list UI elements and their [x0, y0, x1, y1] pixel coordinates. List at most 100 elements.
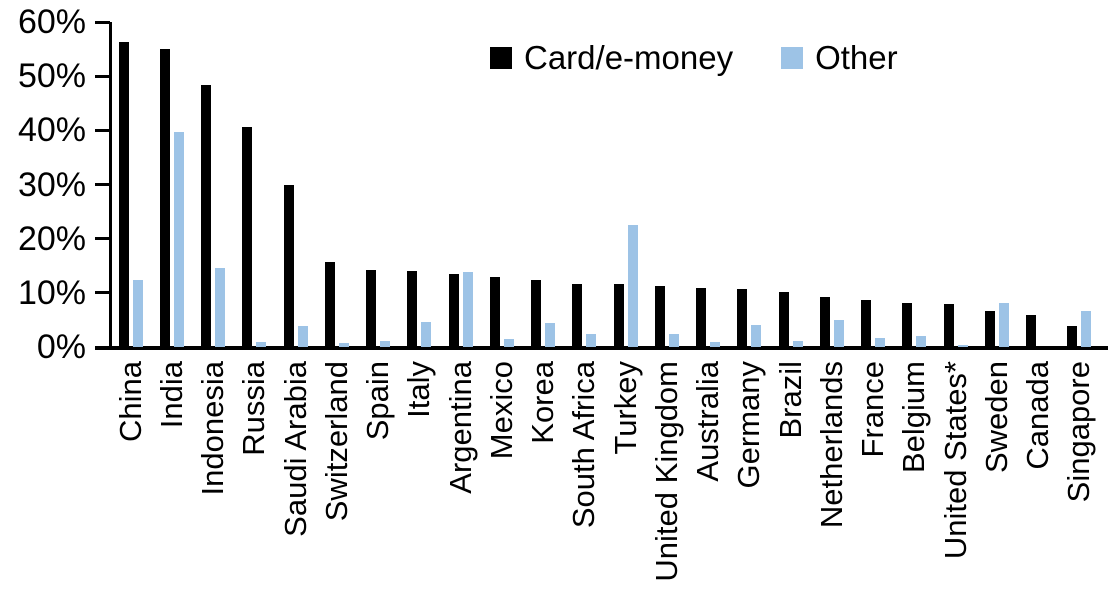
bar-other-mexico [503, 339, 514, 347]
x-cell-spain: Spain [358, 361, 399, 593]
x-cell-united-kingdom: United Kingdom [646, 361, 687, 593]
x-axis-label-spain: Spain [360, 361, 396, 441]
y-tick-50 [95, 74, 110, 78]
bar-other-switzerland [338, 342, 349, 347]
bar-group-korea [523, 22, 564, 347]
bar-card-e-money-united-kingdom [654, 286, 665, 347]
bar-group-brazil [770, 22, 811, 347]
x-axis-label-united-states: United States* [937, 361, 973, 560]
x-axis-label-switzerland: Switzerland [318, 361, 354, 522]
y-tick-40 [95, 128, 110, 132]
x-axis-label-saudi-arabia: Saudi Arabia [277, 361, 313, 537]
x-axis-label-singapore: Singapore [1061, 361, 1097, 503]
x-cell-netherlands: Netherlands [811, 361, 852, 593]
bar-card-e-money-india [159, 49, 170, 347]
bar-other-united-kingdom [668, 334, 679, 347]
bar-group-indonesia [193, 22, 234, 347]
legend-label-other: Other [815, 39, 898, 76]
x-axis-label-korea: Korea [525, 361, 561, 444]
bar-card-e-money-mexico [489, 276, 500, 347]
x-cell-indonesia: Indonesia [193, 361, 234, 593]
bar-group-germany [729, 22, 770, 347]
bar-group-canada [1018, 22, 1059, 347]
bar-other-italy [421, 322, 432, 347]
x-axis-label-united-kingdom: United Kingdom [648, 361, 684, 582]
y-axis-label-20: 20% [17, 219, 86, 258]
bar-card-e-money-netherlands [819, 297, 830, 347]
bar-group-turkey [605, 22, 646, 347]
legend-swatch-card-e-money [490, 47, 512, 69]
bar-card-e-money-turkey [613, 284, 624, 347]
bar-card-e-money-russia [242, 127, 253, 347]
y-axis-label-60: 60% [17, 3, 86, 41]
bar-other-india [173, 131, 184, 347]
x-axis-label-argentina: Argentina [442, 361, 478, 494]
bar-card-e-money-belgium [902, 302, 913, 347]
bar-group-saudi-arabia [275, 22, 316, 347]
y-axis-label-50: 50% [17, 57, 86, 96]
bar-other-saudi-arabia [297, 325, 308, 347]
x-cell-italy: Italy [399, 361, 440, 593]
y-axis-label-0: 0% [36, 328, 86, 366]
bar-other-netherlands [833, 320, 844, 347]
x-cell-australia: Australia [688, 361, 729, 593]
bar-other-turkey [627, 224, 638, 347]
bar-card-e-money-south-africa [572, 283, 583, 347]
x-axis-line [95, 346, 1108, 350]
bar-group-united-kingdom [646, 22, 687, 347]
bar-card-e-money-brazil [778, 292, 789, 347]
bar-other-south-africa [586, 334, 597, 347]
bar-group-china [110, 22, 151, 347]
bar-card-e-money-korea [531, 280, 542, 347]
bar-group-mexico [481, 22, 522, 347]
bar-group-united-states [935, 22, 976, 347]
legend-item-card-e-money: Card/e-money [490, 40, 733, 76]
x-cell-france: France [853, 361, 894, 593]
bar-card-e-money-australia [696, 287, 707, 347]
legend-label-card-e-money: Card/e-money [524, 39, 734, 76]
legend: Card/e-money Other [490, 40, 898, 76]
x-axis-label-france: France [855, 361, 891, 458]
bar-card-e-money-singapore [1067, 325, 1078, 347]
x-axis-label-turkey: Turkey [607, 361, 643, 455]
y-tick-30 [95, 183, 110, 186]
bar-other-australia [710, 341, 721, 347]
bar-group-belgium [894, 22, 935, 347]
x-axis-label-mexico: Mexico [483, 361, 519, 460]
x-cell-sweden: Sweden [976, 361, 1017, 593]
x-cell-saudi-arabia: Saudi Arabia [275, 361, 316, 593]
x-axis-labels: China India Indonesia Russia Saudi Arabia Swi… [110, 361, 1100, 593]
x-axis-label-indonesia: Indonesia [195, 361, 231, 496]
bar-other-france [875, 338, 886, 347]
x-axis-label-brazil: Brazil [772, 361, 808, 439]
bar-group-singapore [1059, 22, 1100, 347]
bar-other-spain [380, 341, 391, 347]
plot-area [110, 22, 1100, 347]
bar-group-australia [688, 22, 729, 347]
bar-group-italy [399, 22, 440, 347]
x-cell-korea: Korea [523, 361, 564, 593]
x-axis-label-sweden: Sweden [978, 361, 1014, 474]
x-cell-singapore: Singapore [1059, 361, 1100, 593]
bar-group-sweden [976, 22, 1017, 347]
bar-other-united-states [957, 345, 968, 347]
y-axis-label-10: 10% [17, 273, 86, 312]
bar-group-spain [358, 22, 399, 347]
bar-group-south-africa [564, 22, 605, 347]
x-axis-label-belgium: Belgium [896, 361, 932, 473]
bar-other-sweden [998, 303, 1009, 347]
bar-other-argentina [462, 271, 473, 347]
x-cell-belgium: Belgium [894, 361, 935, 593]
x-axis-label-india: India [153, 361, 189, 429]
bar-card-e-money-china [118, 41, 129, 347]
x-cell-china: China [110, 361, 151, 593]
bar-group-france [853, 22, 894, 347]
x-axis-label-netherlands: Netherlands [813, 361, 849, 529]
bar-card-e-money-sweden [984, 311, 995, 347]
x-axis-label-italy: Italy [401, 361, 437, 418]
bar-card-e-money-spain [366, 269, 377, 347]
x-cell-mexico: Mexico [481, 361, 522, 593]
x-axis-label-south-africa: South Africa [566, 361, 602, 529]
bar-other-brazil [792, 340, 803, 347]
x-cell-united-states: United States* [935, 361, 976, 593]
